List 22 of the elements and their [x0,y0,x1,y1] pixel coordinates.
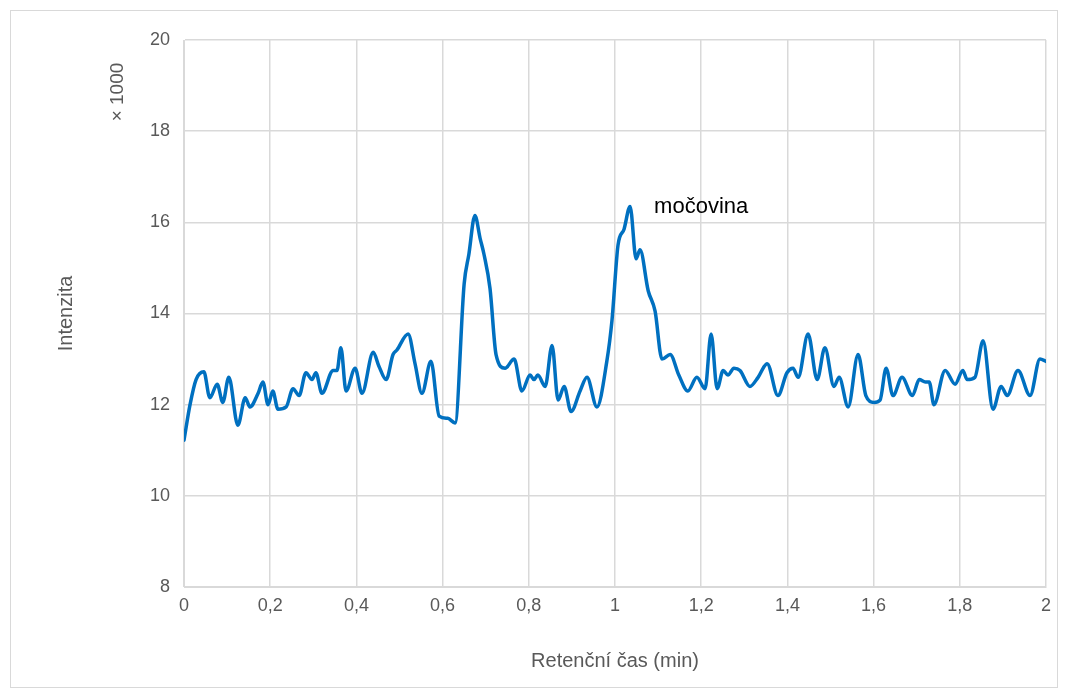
y-tick-label: 14 [149,302,170,323]
y-tick-label: 10 [149,484,170,505]
text: × 1000 [106,62,128,122]
annotation: močovina [654,193,749,219]
x-axis-title: Retenční čas (min) [531,648,699,671]
y-tick-label: 12 [149,393,170,414]
x-tick-label: 0,2 [257,594,283,615]
x-tick-label: 1,8 [947,594,973,615]
x-tick-label: 0,6 [430,594,456,615]
x-tick-label: 2 [1040,594,1052,615]
x-tick-label: 1 [609,594,621,615]
y-tick-label: 8 [159,575,170,596]
x-tick-label: 1,2 [688,594,714,615]
x-tick-label: 1,6 [861,594,887,615]
x-tick-label: 0,4 [343,594,369,615]
y-tick-label: 16 [149,211,170,232]
x-tick-label: 0 [178,594,190,615]
y-axis-title: Intenzita [53,274,76,352]
y-tick-label: 18 [149,120,170,141]
x-tick-label: 1,4 [774,594,800,615]
x-tick-label: 0,8 [516,594,542,615]
y-tick-label: 20 [149,28,170,49]
